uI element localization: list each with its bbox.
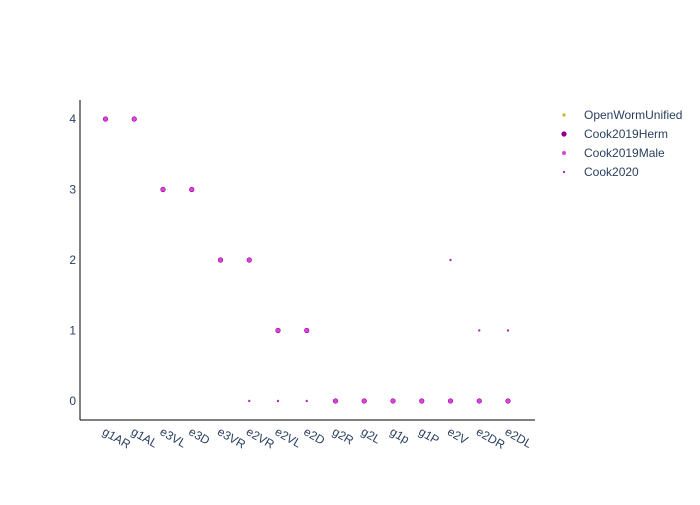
y-tick-label: 1 (69, 323, 76, 337)
x-tick-label: e2VR (244, 424, 277, 451)
x-tick-label: e2V (445, 424, 470, 447)
point-cook2019male[interactable] (333, 398, 338, 403)
legend[interactable]: OpenWormUnified Cook2019Herm Cook2019Male C… (561, 108, 682, 179)
legend-marker (562, 151, 566, 155)
point-cook2019male[interactable] (218, 258, 223, 262)
point-cook2019male[interactable] (362, 398, 367, 403)
point-cook2019male[interactable] (161, 187, 165, 192)
point-cook2020[interactable] (478, 329, 481, 332)
x-tick-label: e3D (186, 424, 212, 447)
x-tick-label: g1p (388, 424, 413, 446)
point-cook2020[interactable] (248, 399, 251, 403)
x-tick-label: e2VL (273, 424, 305, 450)
legend-item[interactable]: Cook2019Male (562, 146, 665, 160)
x-tick-label: e2DR (474, 424, 508, 452)
x-tick-label: g2R (330, 424, 356, 447)
legend-label: Cook2019Male (584, 146, 665, 160)
point-cook2020[interactable] (449, 258, 452, 262)
legend-item[interactable]: Cook2019Herm (561, 127, 668, 141)
point-cook2020[interactable] (506, 329, 510, 332)
point-cook2019male[interactable] (419, 398, 424, 403)
legend-marker (562, 170, 566, 174)
point-cook2019male[interactable] (448, 398, 453, 403)
legend-label: Cook2020 (584, 165, 639, 179)
x-tick-label: e3VR (215, 424, 248, 451)
point-cook2020[interactable] (276, 399, 280, 403)
point-cook2020[interactable] (305, 399, 308, 403)
y-tick-label: 0 (69, 394, 76, 408)
x-tick-label: g1AR (100, 424, 133, 451)
legend-marker (562, 113, 566, 117)
legend-marker (561, 131, 567, 137)
point-cook2019male[interactable] (506, 398, 510, 403)
axes (79, 100, 535, 421)
legend-item[interactable]: Cook2020 (562, 165, 639, 179)
legend-item[interactable]: OpenWormUnified (562, 108, 682, 122)
y-tick-label: 4 (69, 112, 76, 126)
legend-label: Cook2019Herm (584, 127, 668, 141)
y-tick-label: 3 (69, 183, 76, 197)
point-cook2019male[interactable] (132, 117, 137, 122)
x-tick-label: g1AL (129, 424, 161, 450)
x-tick-label: e3VL (158, 424, 190, 450)
x-tick-label: g1P (416, 424, 441, 447)
point-cook2019male[interactable] (247, 258, 252, 262)
point-cook2019male[interactable] (276, 328, 280, 333)
data-points (102, 116, 511, 404)
point-cook2019male[interactable] (189, 187, 194, 192)
x-tick-label: e2DL (503, 424, 535, 451)
x-tick-label: e2D (301, 424, 327, 447)
x-tick-label: g2L (359, 424, 384, 446)
y-tick-label: 2 (69, 253, 76, 267)
y-tick-labels: 0 1 2 3 4 (69, 112, 76, 408)
point-cook2019male[interactable] (477, 398, 482, 403)
point-cook2019male[interactable] (391, 398, 395, 403)
legend-label: OpenWormUnified (584, 108, 682, 122)
point-cook2019male[interactable] (304, 328, 309, 333)
point-cook2019male[interactable] (103, 117, 108, 122)
